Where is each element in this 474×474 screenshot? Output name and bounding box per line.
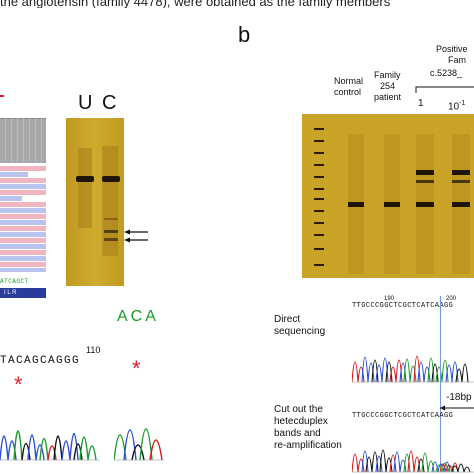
read-gap: [22, 196, 46, 202]
lane-label-family-line2: 254: [380, 81, 396, 91]
chrom-top-tick-190: 190: [384, 296, 395, 302]
deletion-size-label: -18bp: [446, 392, 472, 403]
chrom-top-sequence: TTGCCCGGCTCGCTCATCAAGG: [352, 302, 454, 310]
positive-header-line2: Fam: [448, 55, 466, 65]
mutation-label: c.5238_: [430, 68, 463, 78]
lane-label-family-line3: patient: [374, 92, 402, 102]
row-label-cut-line2: hetecduplex: [274, 416, 328, 427]
asterisk-right: *: [132, 356, 141, 381]
read-gap: [28, 172, 46, 178]
band-normal: [348, 202, 364, 207]
band-dil1-mid: [416, 180, 434, 183]
chrom-tick-110: 110: [86, 345, 101, 355]
gel-image-panel-b: [302, 114, 474, 278]
red-mark: [0, 95, 4, 97]
lane-label-normal-line1: Normal: [334, 76, 364, 86]
band-u-main: [76, 176, 94, 182]
band-c-main: [102, 176, 120, 182]
band-dil1-top: [416, 170, 434, 175]
gel-lane-label-u: U: [78, 92, 93, 114]
igv-read-pileup: ATCAGCT I L R: [0, 112, 46, 304]
lane-label-normal-line2: control: [334, 87, 362, 97]
coverage-ticks: [0, 118, 46, 162]
deletion-bracket: [440, 405, 474, 411]
row-label-cut-line4: re-amplification: [274, 440, 342, 451]
heteroduplex-arrows: [124, 229, 148, 243]
gel-image-panel-a: [66, 118, 124, 286]
row-label-direct-sequencing: Direct sequencing: [274, 314, 325, 338]
band-dil2-main: [452, 202, 470, 207]
band-dil2-mid: [452, 180, 470, 183]
positive-header: Positive Fam: [436, 44, 468, 66]
band-c-heteroduplex-1: [104, 230, 118, 233]
band-dil1-main: [416, 202, 434, 207]
dilution-label-10: 10-1: [448, 98, 465, 112]
dilution-label-1: 1: [418, 98, 424, 109]
igv-amino-acid-labels: I L R: [4, 290, 17, 296]
chromatogram-panel-b-top: [352, 355, 474, 383]
chromatogram-panel-a-right: [114, 428, 164, 461]
positive-header-line1: Positive: [436, 44, 468, 54]
row-label-direct-line2: sequencing: [274, 326, 326, 337]
alignment-marker-line: [440, 296, 441, 466]
ladder-lane: [314, 128, 324, 266]
figure-caption-fragment: the angiotensin (family 4478), were obta…: [0, 0, 391, 8]
row-label-cut-line3: bands and: [274, 428, 321, 439]
band-family: [384, 202, 400, 207]
codon-label-aca: ACA: [117, 308, 159, 325]
dilution-exponent: -1: [459, 100, 466, 107]
band-dil2-top: [452, 170, 470, 175]
row-label-direct-line1: Direct: [274, 314, 301, 325]
chrom-sequence-panel-a: TACAGCAGGG: [0, 355, 81, 367]
lane-label-family-line1: Family: [374, 70, 401, 80]
asterisk-left: *: [14, 372, 23, 397]
reads-block: [0, 166, 46, 272]
igv-amino-acid-track: [0, 288, 46, 298]
row-label-cut-out: Cut out the hetecduplex bands and re-amp…: [274, 404, 342, 452]
gel-lane-label-c: C: [102, 92, 117, 114]
chrom-bottom-sequence: TTGCCCGGCTCGCTCATCAAGG: [352, 412, 454, 420]
row-label-cut-line1: Cut out the: [274, 404, 323, 415]
igv-reference-sequence: ATCAGCT: [0, 278, 29, 285]
dilution-bracket: [415, 86, 474, 93]
chromatogram-panel-b-bottom: [352, 449, 474, 473]
lane-label-family-patient: Family 254 patient: [374, 70, 401, 103]
chromatogram-panel-a-left: [0, 430, 100, 461]
chrom-top-tick-200: 200: [446, 296, 457, 302]
band-c-heteroduplex-2: [104, 238, 118, 241]
dilution-base: 10: [448, 101, 460, 113]
panel-letter-b: b: [238, 22, 251, 47]
lane-label-normal-control: Normal control: [334, 76, 363, 98]
